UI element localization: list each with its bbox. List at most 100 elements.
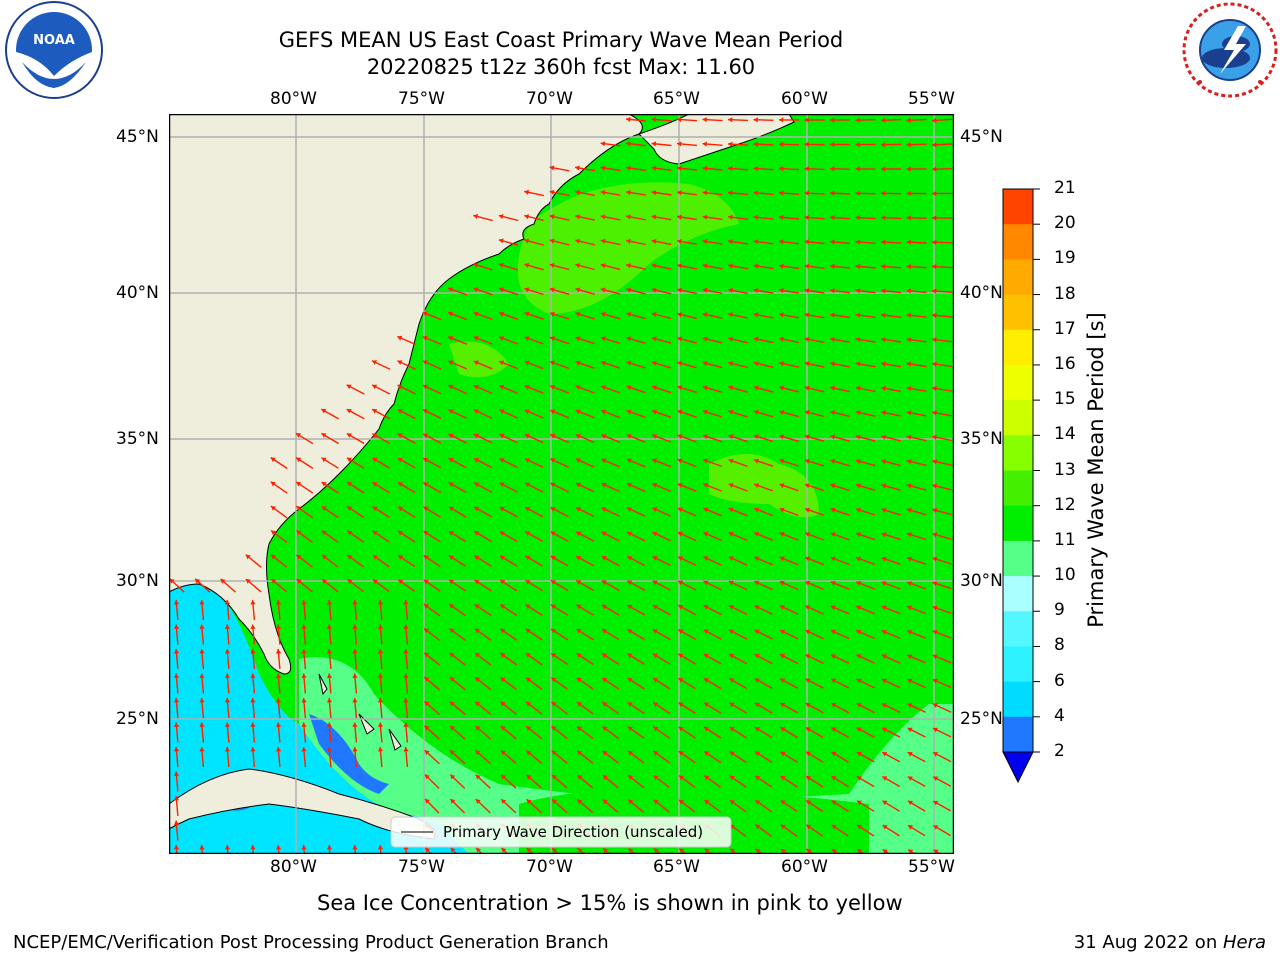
wave-direction-arrowhead bbox=[575, 311, 581, 317]
wave-direction-arrowhead bbox=[321, 457, 327, 463]
lat-label-right-35n: 35°N bbox=[960, 429, 1003, 449]
wave-direction-arrowhead bbox=[702, 361, 708, 366]
wave-direction-arrowhead bbox=[551, 775, 557, 780]
wave-direction-arrowhead bbox=[805, 654, 811, 659]
wave-direction-arrowhead bbox=[626, 482, 632, 488]
wave-direction-arrowhead bbox=[856, 678, 862, 684]
wave-direction-arrowhead bbox=[423, 384, 428, 390]
wave-direction-arrowhead bbox=[932, 483, 938, 489]
wave-direction-arrowhead bbox=[831, 678, 837, 684]
wave-direction-arrowhead bbox=[907, 654, 913, 660]
wave-direction-arrowhead bbox=[702, 165, 708, 171]
wave-direction-arrowhead bbox=[677, 483, 683, 488]
wave-direction-arrowhead bbox=[575, 458, 581, 463]
wave-direction-arrowhead bbox=[525, 653, 531, 658]
wave-direction-arrowhead bbox=[499, 287, 504, 293]
wave-direction-arrowhead bbox=[907, 630, 913, 635]
wave-direction-arrowhead bbox=[906, 386, 912, 391]
colorbar-cell bbox=[1003, 329, 1033, 366]
wave-direction-arrowhead bbox=[576, 677, 582, 683]
wave-direction-arrowhead bbox=[220, 578, 226, 584]
wave-direction-arrowhead bbox=[602, 702, 608, 707]
wave-direction-arrowhead bbox=[728, 385, 734, 391]
lat-label-right-45n: 45°N bbox=[960, 127, 1003, 147]
wave-direction-arrowhead bbox=[805, 629, 811, 635]
wave-direction-arrowhead bbox=[653, 751, 659, 756]
wave-direction-arrowhead bbox=[702, 385, 708, 391]
wave-direction-arrowhead bbox=[729, 800, 735, 805]
wave-direction-arrowhead bbox=[224, 624, 231, 629]
sea-ice-note: Sea Ice Concentration > 15% is shown in … bbox=[317, 891, 903, 915]
wave-direction-arrowhead bbox=[424, 628, 429, 634]
wave-direction-arrowhead bbox=[352, 600, 358, 605]
wave-direction-arrowhead bbox=[881, 654, 887, 659]
wave-direction-arrowhead bbox=[677, 263, 682, 269]
lat-label-right-25n: 25°N bbox=[960, 709, 1003, 729]
colorbar-tick-label: 19 bbox=[1054, 248, 1076, 269]
wave-direction-arrowhead bbox=[881, 312, 886, 318]
wave-direction-arrowhead bbox=[474, 580, 480, 585]
ocean-period-11-region bbox=[517, 182, 739, 314]
wave-direction-arrowhead bbox=[475, 677, 481, 682]
wave-direction-arrowhead bbox=[550, 531, 556, 536]
wave-direction-arrowhead bbox=[855, 288, 861, 294]
wave-direction-arrowhead bbox=[397, 360, 403, 365]
wave-direction-arrowhead bbox=[652, 580, 658, 586]
wave-direction-arrowhead bbox=[576, 556, 582, 561]
wave-direction-arrowhead bbox=[626, 263, 631, 269]
wave-direction-arrowhead bbox=[830, 239, 835, 245]
wave-direction-arrowhead bbox=[881, 142, 886, 148]
wave-direction-arrowhead bbox=[474, 506, 480, 512]
wave-direction-arrowhead bbox=[552, 799, 557, 805]
wave-direction-arrowhead bbox=[601, 482, 607, 488]
wave-direction-arrowhead bbox=[729, 678, 735, 683]
wave-direction-arrowhead bbox=[602, 629, 607, 634]
wave-direction-arrowhead bbox=[550, 458, 556, 463]
wave-direction-arrowhead bbox=[626, 116, 631, 122]
wave-direction-arrowhead bbox=[830, 483, 836, 489]
wave-direction-arrowhead bbox=[377, 673, 384, 678]
wave-direction-arrowhead bbox=[626, 458, 632, 464]
wave-direction-arrowhead bbox=[755, 848, 761, 854]
wave-direction-arrowhead bbox=[702, 336, 708, 342]
footer-org: NCEP/EMC/Verification Post Processing Pr… bbox=[13, 932, 609, 953]
wave-direction-arrowhead bbox=[549, 189, 555, 195]
wave-direction-arrowhead bbox=[780, 776, 786, 781]
wave-direction-arrowhead bbox=[856, 556, 861, 562]
wave-direction-arrowhead bbox=[499, 360, 505, 366]
wave-direction-arrowhead bbox=[499, 555, 505, 561]
wave-direction-arrowhead bbox=[677, 287, 682, 293]
wave-direction-arrowhead bbox=[933, 825, 939, 830]
wave-direction-arrowhead bbox=[653, 775, 659, 781]
wave-direction-arrowhead bbox=[753, 239, 759, 245]
wave-direction-arrowhead bbox=[449, 628, 455, 634]
wave-direction-arrowhead bbox=[525, 507, 531, 512]
wave-direction-arrowhead bbox=[703, 409, 708, 415]
wave-direction-arrowhead bbox=[525, 531, 531, 536]
wave-direction-arrowhead bbox=[677, 214, 682, 220]
wave-direction-arrowhead bbox=[250, 600, 256, 605]
wave-direction-arrowhead bbox=[881, 532, 887, 538]
wave-direction-arrowhead bbox=[199, 845, 205, 850]
wave-direction-arrowhead bbox=[652, 482, 658, 488]
wave-direction-arrowhead bbox=[449, 579, 455, 585]
colorbar-cell bbox=[1003, 540, 1033, 577]
wave-direction-arrowhead bbox=[856, 629, 862, 635]
wave-direction-arrowhead bbox=[932, 434, 937, 440]
wave-direction-arrowhead bbox=[779, 312, 784, 318]
wave-direction-arrowhead bbox=[626, 434, 632, 439]
colorbar-cell bbox=[1003, 611, 1033, 647]
wave-direction-arrowhead bbox=[173, 673, 180, 678]
wave-direction-arrowhead bbox=[321, 506, 327, 511]
wave-direction-arrowhead bbox=[551, 750, 557, 756]
wave-direction-arrowhead bbox=[550, 555, 556, 561]
wave-direction-arrowhead bbox=[550, 433, 556, 439]
wave-direction-arrowhead bbox=[627, 580, 633, 585]
wave-direction-arrowhead bbox=[804, 336, 810, 342]
wave-direction-arrowhead bbox=[473, 262, 479, 268]
colorbar-tick-label: 12 bbox=[1054, 494, 1076, 515]
wave-direction-arrowhead bbox=[500, 628, 506, 634]
wave-direction-arrowhead bbox=[626, 507, 632, 512]
wave-direction-arrowhead bbox=[678, 726, 684, 732]
wave-direction-arrowhead bbox=[855, 385, 861, 391]
